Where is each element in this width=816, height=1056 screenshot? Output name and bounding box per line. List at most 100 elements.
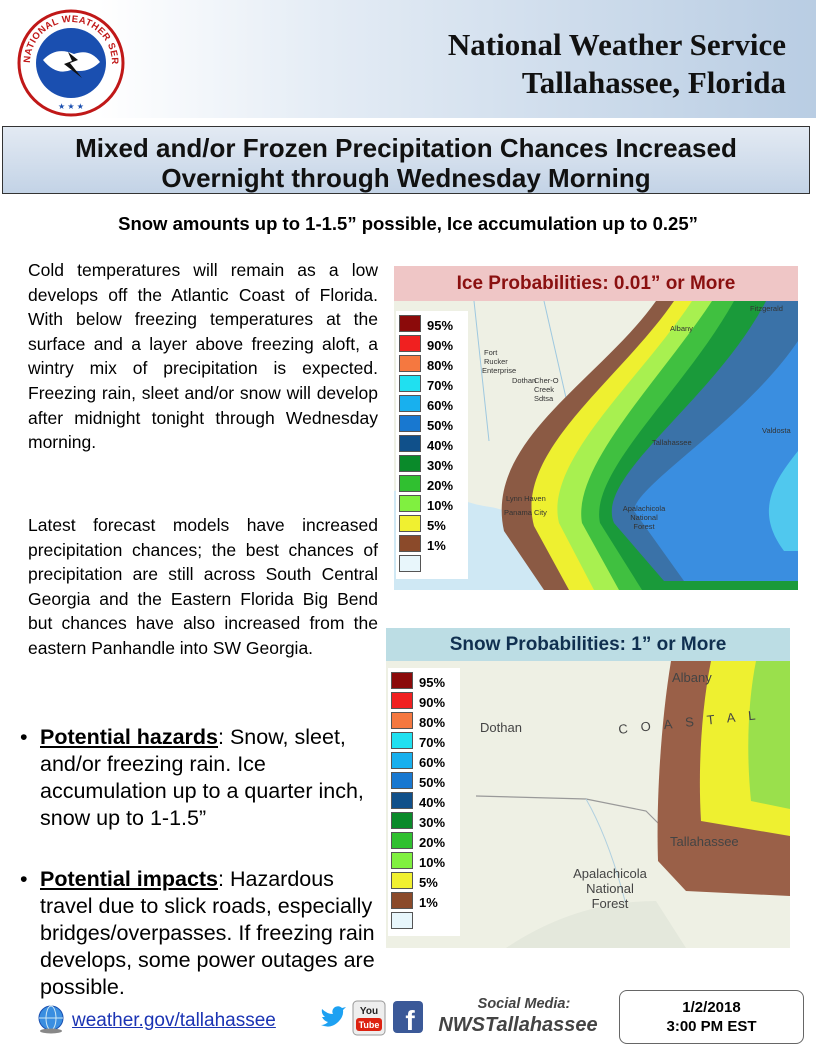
legend-label: 50% <box>427 418 454 433</box>
legend-swatch <box>399 535 421 552</box>
legend-swatch <box>391 852 413 869</box>
legend-swatch <box>399 415 421 432</box>
ice-legend: 95% 90% 80% 70% 60% 50% 40% 30% 20% 10% 5% 1% <box>396 311 468 579</box>
map-label-cher-o-creek: Cher-O Creek Sdtsa <box>534 376 559 403</box>
ice-map-title: Ice Probabilities: 0.01” or More <box>394 266 798 301</box>
legend-swatch <box>391 772 413 789</box>
issue-date: 1/2/2018 <box>682 999 741 1016</box>
legend-swatch <box>399 355 421 372</box>
legend-swatch <box>399 515 421 532</box>
legend-swatch <box>399 475 421 492</box>
snow-probability-map: Snow Probabilities: 1” or More Albany Do… <box>386 628 790 948</box>
bullet-dot: • <box>20 725 28 749</box>
legend-swatch <box>399 455 421 472</box>
issue-time: 3:00 PM EST <box>666 1018 757 1035</box>
legend-swatch <box>399 435 421 452</box>
legend-label: 80% <box>419 715 446 730</box>
header-band <box>0 0 816 118</box>
legend-swatch <box>399 495 421 512</box>
legend-label: 20% <box>419 835 446 850</box>
org-line-2: Tallahassee, Florida <box>521 65 786 100</box>
globe-icon <box>38 1005 64 1034</box>
hazards-bullet: • Potential hazards: Snow, sleet, and/or… <box>20 724 380 832</box>
impacts-bullet: • Potential impacts: Hazardous travel du… <box>20 866 380 1001</box>
legend-swatch <box>391 752 413 769</box>
legend-label: 40% <box>427 438 454 453</box>
legend-label: 30% <box>427 458 454 473</box>
legend-label: 1% <box>419 895 438 910</box>
legend-label: 1% <box>427 538 446 553</box>
hazards-text: : Snow, sleet, and/or freezing rain. Ice… <box>40 725 364 830</box>
map-label-tallahassee: Tallahassee <box>652 438 692 447</box>
twitter-icon[interactable] <box>318 1003 348 1033</box>
snow-map-title: Snow Probabilities: 1” or More <box>386 628 790 661</box>
svg-text:You: You <box>360 1006 378 1017</box>
headline-banner: Mixed and/or Frozen Precipitation Chance… <box>2 126 810 194</box>
legend-label: 60% <box>427 398 454 413</box>
nws-logo: NATIONAL WEATHER SERVICE ★ ★ ★ <box>16 8 125 117</box>
website-link[interactable]: weather.gov/tallahassee <box>72 1010 276 1031</box>
legend-label: 5% <box>419 875 438 890</box>
legend-swatch <box>391 792 413 809</box>
bullet-dot: • <box>20 867 28 891</box>
headline-line-1: Mixed and/or Frozen Precipitation Chance… <box>75 133 737 163</box>
map-label-panama-city: Panama City <box>504 508 547 517</box>
map-label-tallahassee: Tallahassee <box>670 834 739 849</box>
amounts-subheading: Snow amounts up to 1-1.5” possible, Ice … <box>118 213 698 234</box>
map-label-apalachicola: Apalachicola National Forest <box>622 504 666 531</box>
legend-label: 90% <box>419 695 446 710</box>
legend-swatch <box>399 555 421 572</box>
map-label-albany: Albany <box>672 670 712 685</box>
discussion-paragraph-2: Latest forecast models have increased pr… <box>28 515 378 658</box>
discussion-paragraph-1: Cold temperatures will remain as a low d… <box>28 260 378 453</box>
legend-label: 95% <box>419 675 446 690</box>
map-label-fitzgerald: Fitzgerald <box>750 304 783 313</box>
map-label-valdosta: Valdosta <box>762 426 791 435</box>
social-media-handle[interactable]: NWSTallahassee <box>438 1014 598 1036</box>
legend-label: 40% <box>419 795 446 810</box>
headline-line-2: Overnight through Wednesday Morning <box>161 163 651 193</box>
org-title: National Weather Service Tallahassee, Fl… <box>448 26 786 102</box>
legend-label: 90% <box>427 338 454 353</box>
map-label-enterprise: Enterprise <box>482 366 517 375</box>
map-label-dothan: Dothan <box>512 376 537 385</box>
impacts-text: : Hazardous travel due to slick roads, e… <box>40 867 375 999</box>
map-label-fort-rucker: Fort Rucker <box>484 348 508 366</box>
impacts-label: Potential impacts <box>40 867 219 891</box>
social-media-label: Social Media: <box>477 996 571 1012</box>
legend-label: 95% <box>427 318 454 333</box>
svg-text:Tube: Tube <box>359 1020 380 1030</box>
map-label-albany: Albany <box>670 324 693 333</box>
legend-label: 10% <box>427 498 454 513</box>
legend-swatch <box>391 892 413 909</box>
org-line-1: National Weather Service <box>447 27 786 62</box>
legend-swatch <box>391 732 413 749</box>
legend-label: 30% <box>419 815 446 830</box>
legend-label: 5% <box>427 518 446 533</box>
legend-swatch <box>399 395 421 412</box>
hazards-label: Potential hazards <box>40 725 219 749</box>
facebook-icon[interactable]: f <box>392 1000 424 1034</box>
svg-text:f: f <box>405 1005 415 1034</box>
legend-swatch <box>399 335 421 352</box>
legend-label: 20% <box>427 478 454 493</box>
legend-swatch <box>399 375 421 392</box>
ice-probability-map: Ice Probabilities: 0.01” or More Fitzger… <box>394 266 798 590</box>
map-label-lynn-haven: Lynn Haven <box>506 494 546 503</box>
legend-swatch <box>391 712 413 729</box>
map-label-apalachicola: Apalachicola National Forest <box>573 866 647 911</box>
legend-swatch <box>391 912 413 929</box>
legend-label: 70% <box>427 378 454 393</box>
legend-swatch <box>391 812 413 829</box>
legend-label: 80% <box>427 358 454 373</box>
legend-label: 60% <box>419 755 446 770</box>
svg-text:★ ★ ★: ★ ★ ★ <box>58 102 84 111</box>
map-label-dothan: Dothan <box>480 720 522 735</box>
legend-label: 10% <box>419 855 446 870</box>
legend-swatch <box>391 872 413 889</box>
snow-legend: 95% 90% 80% 70% 60% 50% 40% 30% 20% 10% 5% 1% <box>388 668 460 936</box>
legend-label: 70% <box>419 735 446 750</box>
legend-swatch <box>391 672 413 689</box>
legend-swatch <box>391 692 413 709</box>
youtube-icon[interactable]: You Tube <box>352 1000 386 1036</box>
